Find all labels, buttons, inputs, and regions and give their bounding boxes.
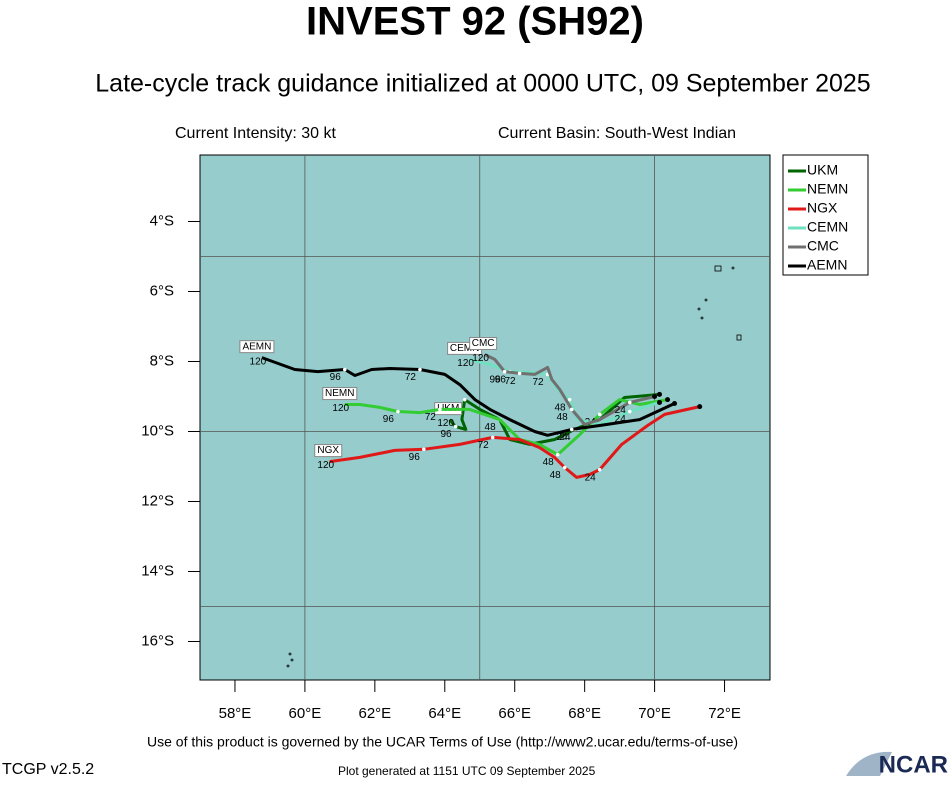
- x-tick-label: 68°E: [568, 705, 601, 722]
- chart-title: INVEST 92 (SH92): [306, 0, 644, 44]
- tau-dot: [627, 400, 632, 405]
- tau-dot: [627, 409, 632, 414]
- tau-label: 72: [532, 377, 544, 388]
- model-label: NEMN: [325, 388, 354, 399]
- version: TCGP v2.5.2: [2, 761, 94, 778]
- tau-dot: [555, 452, 560, 457]
- tau-label: 120: [457, 358, 474, 369]
- tau-dot: [490, 435, 495, 440]
- tau-label: 48: [550, 470, 562, 481]
- legend-label: UKM: [807, 162, 838, 178]
- y-tick-label: 12°S: [141, 492, 174, 509]
- legend-label: NGX: [807, 200, 838, 216]
- tau-dot: [567, 397, 572, 402]
- x-tick-label: 62°E: [358, 705, 391, 722]
- model-box: [322, 387, 358, 401]
- tau-label: 120: [317, 460, 334, 471]
- tau-dot: [342, 367, 347, 372]
- tau-label: 120: [437, 418, 454, 429]
- tau-label: 72: [425, 412, 437, 423]
- y-tick-label: 4°S: [150, 212, 174, 229]
- track: [329, 405, 701, 479]
- tau-dot: [569, 407, 574, 412]
- tau-label: 72: [405, 372, 417, 383]
- model-label: CEMN: [450, 343, 479, 354]
- tau-label: 120: [472, 353, 489, 364]
- tau-label: 24: [615, 414, 627, 425]
- tau-label: 96: [383, 414, 395, 425]
- track-start: [656, 399, 662, 405]
- info-basin: Current Basin: South-West Indian: [498, 125, 736, 142]
- y-tick-label: 16°S: [141, 632, 174, 649]
- legend-label: AEMN: [807, 257, 847, 273]
- tau-dot: [453, 424, 458, 429]
- land: [286, 265, 742, 668]
- y-tick-label: 10°S: [141, 422, 174, 439]
- model-label: CMC: [472, 338, 495, 349]
- tau-label: 96: [495, 374, 507, 385]
- model-box: [239, 340, 275, 354]
- tau-label: 24: [585, 472, 597, 483]
- track-start: [652, 394, 658, 399]
- map-area: [199, 154, 771, 681]
- tau-dot: [562, 465, 567, 470]
- y-tick-label: 6°S: [150, 282, 174, 299]
- tau-dot: [569, 427, 574, 432]
- tau-dot: [517, 371, 522, 376]
- tau-dot: [438, 407, 442, 412]
- legend-label: CMC: [807, 238, 839, 254]
- tau-label: 96: [330, 372, 342, 383]
- model-box: [469, 337, 498, 350]
- tau-dot: [422, 447, 426, 452]
- tau-label: 72: [478, 440, 490, 451]
- model-label: NGX: [317, 445, 339, 456]
- tau-label: 72: [504, 376, 516, 387]
- x-tick-label: 64°E: [428, 705, 461, 722]
- tau-label: 24: [615, 405, 627, 416]
- logo-mark: [846, 751, 892, 776]
- tau-label: 120: [332, 403, 349, 414]
- tau-dot: [418, 367, 422, 372]
- x-tick-label: 58°E: [219, 705, 252, 722]
- tau-dot: [597, 412, 602, 417]
- logo: NCAR: [879, 751, 948, 778]
- track: [344, 398, 668, 457]
- tau-label: 48: [555, 402, 567, 413]
- track-start: [665, 397, 671, 403]
- y-tick-label: 8°S: [150, 352, 174, 369]
- tau-dot: [462, 397, 467, 402]
- tau-label: 96: [489, 374, 501, 385]
- tau-label: 96: [409, 452, 421, 463]
- x-tick-label: 60°E: [289, 705, 322, 722]
- track-start: [672, 401, 678, 406]
- y-tick-label: 14°S: [141, 562, 174, 579]
- footer: Use of this product is governed by the U…: [147, 734, 738, 750]
- tau-dot: [597, 467, 602, 472]
- x-tick-label: 70°E: [638, 705, 671, 722]
- chart-subtitle: Late-cycle track guidance initialized at…: [95, 70, 870, 98]
- tau-label: 48: [543, 457, 555, 468]
- tau-label: 48: [557, 412, 569, 423]
- tau-label: 48: [485, 422, 497, 433]
- legend-label: CEMN: [807, 219, 848, 235]
- x-tick-label: 72°E: [708, 705, 741, 722]
- x-tick-label: 66°E: [498, 705, 531, 722]
- tau-label: 24: [559, 432, 571, 443]
- tau-label: 24: [557, 432, 569, 443]
- tau-dot: [396, 409, 400, 414]
- generated: Plot generated at 1151 UTC 09 September …: [338, 764, 596, 778]
- tau-dot: [502, 369, 507, 374]
- track-start: [697, 404, 703, 410]
- track-start: [656, 391, 662, 397]
- model-box: [314, 444, 343, 458]
- info-intensity: Current Intensity: 30 kt: [175, 125, 337, 142]
- tau-label: 96: [441, 429, 453, 440]
- legend-label: NEMN: [807, 181, 848, 197]
- tau-label: 120: [250, 356, 267, 367]
- legend: [782, 154, 869, 276]
- model-label: AEMN: [242, 341, 271, 352]
